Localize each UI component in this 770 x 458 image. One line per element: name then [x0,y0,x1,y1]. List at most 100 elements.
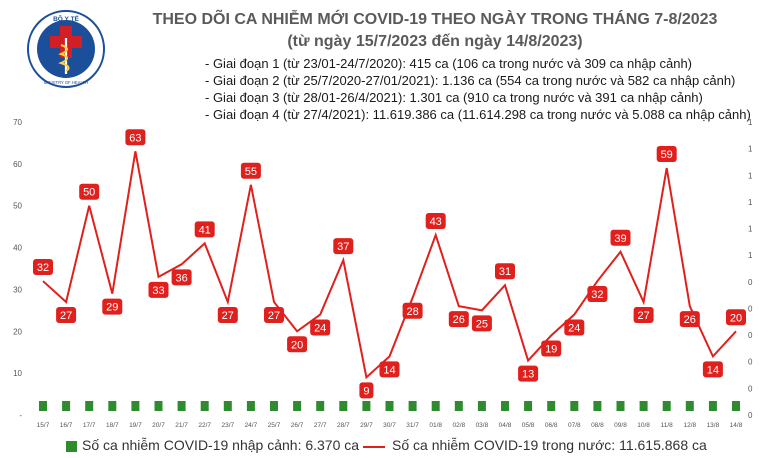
imported-bar [293,401,302,411]
data-label-badge [425,213,446,230]
legend-domestic-label: Số ca nhiễm COVID-19 trong nước: 11.615.… [392,437,707,453]
data-label: 14 [383,364,395,376]
x-axis-tick-label: 12/8 [683,422,696,429]
x-axis-tick-label: 19/7 [129,422,142,429]
right-axis-tick-label: 1 [748,145,753,154]
data-label: 29 [106,302,118,314]
data-label-badge [194,221,215,238]
x-axis-tick-label: 13/8 [707,422,720,429]
data-label: 32 [37,262,49,274]
data-label-badge [402,302,423,319]
imported-bar [708,401,717,411]
phase-1-text: - Giai đoạn 1 (từ 23/01-24/7/2020): 415 … [205,56,693,71]
x-axis-tick-label: 03/8 [476,422,489,429]
imported-bar [385,401,394,411]
data-label-badge [217,306,238,323]
data-label-badge [610,229,631,246]
x-axis-tick-label: 14/8 [730,422,743,429]
data-label: 24 [568,323,580,335]
data-label: 24 [314,323,326,335]
chart-subtitle: (từ ngày 15/7/2023 đến ngày 14/8/2023) [287,33,583,50]
data-label: 31 [499,266,511,278]
phase-2-text: - Giai đoạn 2 (từ 25/7/2020-27/01/2021):… [205,73,736,88]
imported-bar [200,401,209,411]
imported-bar [524,401,533,411]
right-axis-tick-label: 1 [748,198,753,207]
data-label-badge [125,129,146,146]
data-label: 14 [707,364,719,376]
right-axis-tick-label: 1 [748,225,753,234]
imported-bar [639,401,648,411]
y-axis-tick-label: 20 [13,327,22,336]
data-label: 25 [476,318,488,330]
x-axis-tick-label: 29/7 [360,422,373,429]
data-label-badge [587,286,608,303]
data-label-badge [726,309,746,326]
imported-bar [685,401,694,411]
data-label-badge [171,269,192,286]
imported-bar [477,401,486,411]
data-label-badge [33,259,53,276]
imported-bar [223,401,232,411]
phase-4-text: - Giai đoạn 4 (từ 27/4/2021): 11.619.386… [205,107,751,122]
x-axis-tick-label: 09/8 [614,422,627,429]
logo-text: BỘ Y TẾ [53,13,79,23]
x-axis-tick-label: 15/7 [37,422,50,429]
data-label: 27 [60,310,72,322]
imported-bar [593,401,602,411]
data-label-badge [287,336,308,353]
x-axis-tick-label: 05/8 [522,422,535,429]
x-axis-tick-label: 23/7 [221,422,234,429]
right-axis-tick-label: 0 [748,411,753,420]
data-label-badge [633,306,654,323]
imported-bar [246,401,255,411]
y-axis-tick-label: 70 [13,118,22,127]
data-label: 39 [614,233,626,245]
right-axis-tick-label: 0 [748,304,753,313]
x-axis-tick-label: 17/7 [83,422,96,429]
y-axis-tick-label: 40 [13,244,22,253]
imported-bar [454,401,463,411]
imported-bar [616,401,625,411]
x-axis-tick-label: 31/7 [406,422,419,429]
imported-bar [85,401,94,411]
data-label: 27 [222,310,234,322]
data-label-badge [702,361,723,378]
y-axis-tick-label: 10 [13,369,22,378]
data-label: 55 [245,166,257,178]
ministry-of-health-logo: BỘ Y TẾ MINISTRY OF HEALTH [27,10,105,88]
imported-bar [362,401,371,411]
data-label: 28 [406,306,418,318]
data-label: 43 [430,216,442,228]
x-axis-tick-label: 22/7 [198,422,211,429]
x-axis-tick-label: 25/7 [268,422,281,429]
right-axis-tick-label: 0 [748,331,753,340]
imported-bar [570,401,579,411]
right-axis-tick-label: 1 [748,171,753,180]
imported-bar [732,401,740,411]
data-label-badge [679,311,700,328]
data-label-badge [541,340,562,357]
data-label-badge [240,162,261,179]
data-label-badge [495,263,515,280]
data-label: 50 [83,187,95,199]
data-label-badge [471,315,492,332]
data-label-badge [379,361,400,378]
data-label: 59 [661,149,673,161]
imported-bar [547,401,556,411]
domestic-cases-line [42,151,737,380]
data-label: 26 [684,314,696,326]
right-axis-tick-label: 0 [748,358,753,367]
x-axis-tick-label: 26/7 [291,422,304,429]
imported-bar [39,401,47,411]
imported-bar [131,401,140,411]
phase-3-text: - Giai đoạn 3 (từ 28/01-26/4/2021): 1.30… [205,90,703,105]
imported-bar [501,401,509,411]
x-axis-tick-label: 06/8 [545,422,558,429]
x-axis-tick-label: 02/8 [452,422,465,429]
data-label: 9 [363,385,369,397]
imported-bar [408,401,417,411]
x-axis-tick-label: 16/7 [60,422,73,429]
x-axis-tick-label: 30/7 [383,422,396,429]
